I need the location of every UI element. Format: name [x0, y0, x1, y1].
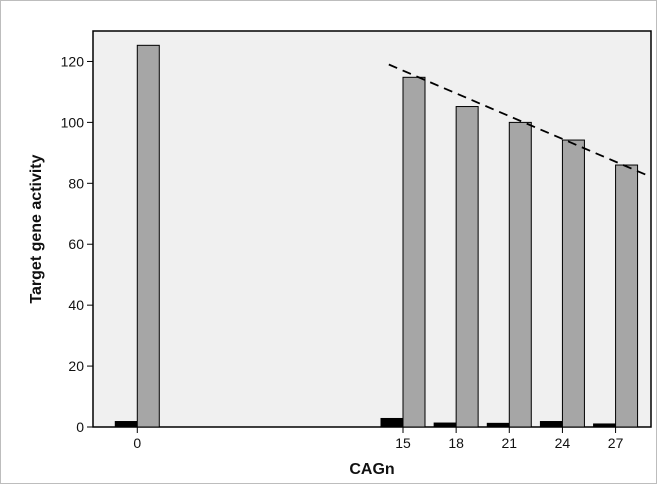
x-tick-label-24: 24 [555, 435, 571, 451]
x-tick-label-27: 27 [608, 435, 624, 451]
y-tick-label-120: 120 [61, 53, 85, 69]
bar-s1-18 [433, 422, 457, 428]
bar-s1-15 [380, 417, 404, 428]
x-axis-title: CAGn [349, 461, 394, 478]
y-tick-label-60: 60 [68, 236, 84, 252]
x-tick-label-15: 15 [395, 435, 411, 451]
plot-area [92, 30, 652, 428]
bar-s2-0 [136, 44, 160, 428]
bar-s1-0 [114, 421, 138, 428]
bar-s2-27 [615, 164, 639, 428]
y-tick-label-20: 20 [68, 358, 84, 374]
x-tick-label-18: 18 [448, 435, 464, 451]
bars-layer [114, 44, 639, 428]
y-tick-label-100: 100 [61, 114, 85, 130]
bar-s1-27 [593, 423, 617, 428]
bar-s2-24 [561, 139, 585, 428]
x-axis: 0 15 18 21 24 27 [133, 427, 624, 451]
y-axis-title: Target gene activity [28, 154, 45, 303]
x-tick-label-0: 0 [133, 435, 141, 451]
y-tick-label-40: 40 [68, 297, 84, 313]
bar-s2-15 [402, 76, 426, 428]
y-tick-label-0: 0 [76, 419, 84, 435]
y-axis: 0 20 40 60 80 100 120 [61, 53, 93, 435]
trendline-layer [388, 63, 648, 177]
x-tick-label-21: 21 [501, 435, 517, 451]
bar-s1-21 [486, 422, 510, 428]
bar-s2-21 [508, 121, 532, 428]
bar-s2-18 [455, 106, 479, 428]
bar-s1-24 [539, 421, 563, 428]
trend-line [388, 63, 648, 177]
y-tick-label-80: 80 [68, 175, 84, 191]
